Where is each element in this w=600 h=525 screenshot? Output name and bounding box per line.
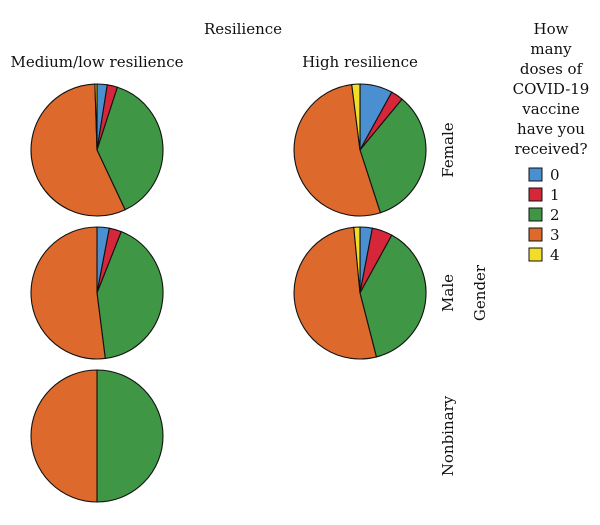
pie-slice-nonbinary-medium-low-resilience-doses-2	[96, 369, 164, 503]
pie-female-high-resilience	[293, 83, 427, 217]
legend-title-line: many	[530, 40, 572, 58]
pie-slice-female-medium-low-resilience-doses-3	[30, 83, 126, 217]
pie-slice-nonbinary-medium-low-resilience-doses-3	[30, 369, 98, 503]
legend: How many doses of COVID-19 vaccine have you re…	[513, 20, 590, 264]
legend-label-4: 4	[550, 246, 560, 264]
row-label-nonbinary: Nonbinary	[439, 395, 457, 476]
legend-title-line: doses of	[520, 60, 584, 78]
column-label-high: High resilience	[302, 53, 418, 71]
legend-title-line: vaccine	[521, 100, 580, 118]
legend-swatch-0	[528, 167, 543, 182]
pie-slice-male-high-resilience-doses-4	[353, 226, 361, 294]
pie-slice-male-medium-low-resilience-doses-3	[30, 226, 106, 360]
legend-title-line: How	[534, 20, 569, 38]
pie-nonbinary-medium-low-resilience	[30, 369, 164, 503]
pie-female-medium-low-resilience	[30, 83, 164, 217]
legend-label-0: 0	[550, 166, 560, 184]
legend-title-line: received?	[514, 140, 587, 158]
pie-slice-male-medium-low-resilience-doses-2	[96, 230, 164, 360]
legend-title-line: have you	[517, 120, 585, 138]
legend-label-3: 3	[550, 226, 560, 244]
pie-slice-female-high-resilience-doses-4	[351, 83, 361, 151]
pie-slice-male-high-resilience-doses-2	[359, 234, 427, 358]
legend-label-2: 2	[550, 206, 560, 224]
pie-male-high-resilience	[293, 226, 427, 360]
row-label-male: Male	[439, 274, 457, 312]
pie-slice-female-medium-low-resilience-doses-4	[94, 83, 98, 151]
pies-group	[30, 83, 427, 503]
pie-slice-female-medium-low-resilience-doses-2	[96, 86, 164, 211]
chart-title: Resilience	[204, 20, 282, 38]
pie-slice-male-high-resilience-doses-3	[293, 226, 378, 360]
pie-slice-female-high-resilience-doses-3	[293, 83, 382, 217]
legend-swatch-4	[528, 247, 543, 262]
column-label-medium-low: Medium/low resilience	[11, 53, 184, 71]
pie-slice-female-high-resilience-doses-2	[359, 98, 427, 214]
legend-swatch-2	[528, 207, 543, 222]
row-axis-label: Gender	[471, 264, 489, 321]
pie-male-medium-low-resilience	[30, 226, 164, 360]
legend-label-1: 1	[550, 186, 560, 204]
legend-title-line: COVID-19	[513, 80, 590, 98]
row-label-female: Female	[439, 122, 457, 177]
legend-swatch-3	[528, 227, 543, 242]
legend-swatch-1	[528, 187, 543, 202]
